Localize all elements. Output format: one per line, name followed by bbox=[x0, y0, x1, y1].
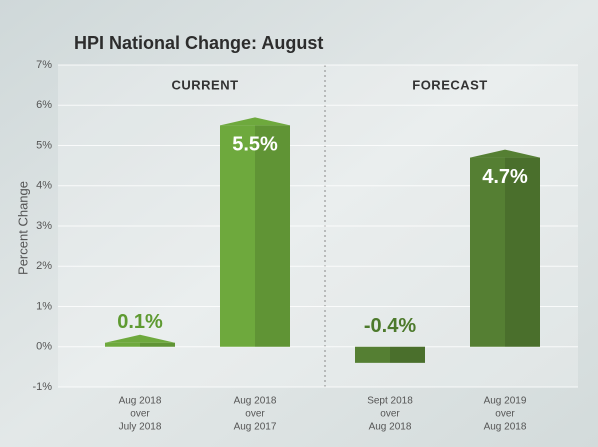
bar-cap bbox=[105, 334, 175, 343]
bar-cap bbox=[470, 149, 540, 158]
y-tick-label: 6% bbox=[36, 99, 52, 111]
y-tick-label: 5% bbox=[36, 139, 52, 151]
x-tick-label: Aug 2019 bbox=[484, 396, 527, 407]
x-tick-label: over bbox=[130, 409, 150, 420]
y-axis-label: Percent Change bbox=[15, 181, 30, 275]
bar bbox=[355, 346, 425, 363]
bar-shade bbox=[140, 342, 175, 347]
y-tick-label: 1% bbox=[36, 300, 52, 312]
bar bbox=[105, 342, 175, 347]
bar bbox=[220, 125, 290, 347]
section-label: FORECAST bbox=[412, 77, 488, 92]
x-tick-label: Aug 2018 bbox=[234, 396, 277, 407]
bar-shade bbox=[390, 346, 425, 363]
y-tick-label: -1% bbox=[32, 381, 52, 393]
x-tick-label: Aug 2018 bbox=[484, 422, 527, 433]
x-tick-label: July 2018 bbox=[119, 422, 162, 433]
y-tick-label: 7% bbox=[36, 59, 52, 71]
value-label: -0.4% bbox=[364, 315, 416, 337]
x-tick-label: over bbox=[495, 409, 515, 420]
y-tick-label: 0% bbox=[36, 341, 52, 353]
x-tick-label: Aug 2017 bbox=[234, 422, 277, 433]
x-tick-label: Sept 2018 bbox=[367, 396, 413, 407]
value-label: 0.1% bbox=[117, 311, 163, 333]
bar-shade bbox=[255, 125, 290, 347]
x-tick-label: over bbox=[380, 409, 400, 420]
y-tick-label: 4% bbox=[36, 180, 52, 192]
section-label: CURRENT bbox=[171, 77, 238, 92]
y-tick-label: 2% bbox=[36, 260, 52, 272]
y-tick-label: 3% bbox=[36, 220, 52, 232]
bar-shade bbox=[505, 157, 540, 347]
x-tick-label: Aug 2018 bbox=[119, 396, 162, 407]
chart-title: HPI National Change: August bbox=[74, 33, 323, 53]
value-label: 4.7% bbox=[482, 166, 528, 188]
x-tick-label: Aug 2018 bbox=[369, 422, 412, 433]
value-label: 5.5% bbox=[232, 134, 278, 156]
bar bbox=[470, 157, 540, 347]
bar-cap bbox=[220, 117, 290, 126]
x-tick-label: over bbox=[245, 409, 265, 420]
